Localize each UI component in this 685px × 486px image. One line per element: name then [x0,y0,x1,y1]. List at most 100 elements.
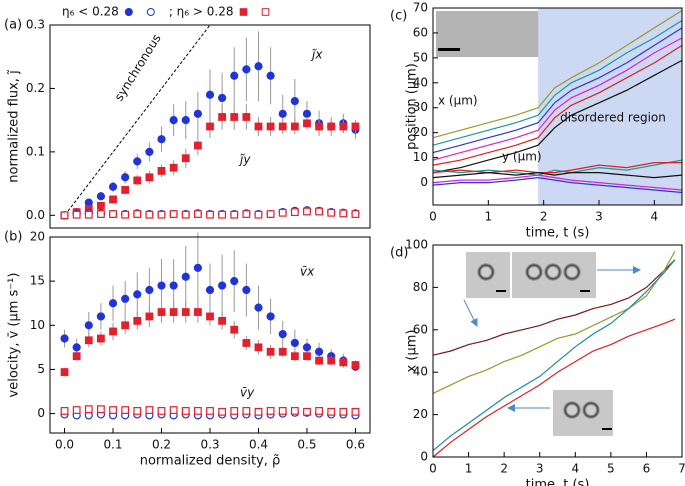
x-tick-label: 0.4 [249,438,268,452]
marker [169,116,178,125]
y-tick-label: 0.3 [26,18,45,32]
x-tick-label: 4 [651,210,659,224]
line [432,19,683,146]
marker [181,210,190,219]
marker [315,356,323,365]
marker [302,343,312,352]
marker [278,109,287,118]
marker [206,210,214,219]
plot-frame [432,7,683,206]
y-tick-label: 0.0 [26,208,45,222]
x-axis-label: time, t (s) [526,226,590,241]
y-tick-label: 60 [413,25,428,39]
x-tick-label: 7 [678,462,685,476]
annotation: synchronous [112,32,164,104]
marker [109,327,117,336]
y-tick-label: 40 [413,365,428,379]
marker [327,122,336,131]
marker [84,405,93,414]
marker [206,122,214,131]
marker [157,308,166,316]
marker [290,208,299,217]
marker [339,407,348,416]
y-tick-label: 20 [30,230,45,244]
x-tick-label: 0.1 [103,438,122,452]
y-tick-label: 0 [37,406,45,420]
marker [278,122,287,131]
marker [242,113,251,121]
legend-marker [239,8,248,16]
marker [108,182,118,191]
panel-label: (b) [4,230,22,245]
line [432,9,683,139]
annotation: v̄x [300,265,315,279]
marker [181,154,190,163]
marker [339,209,348,218]
annotation: j̃x [310,48,323,62]
marker [242,407,251,415]
marker [169,163,178,172]
marker [351,361,360,369]
y-tick-label: 70 [413,1,428,15]
line [432,259,676,452]
marker [169,406,178,414]
marker [97,210,105,218]
marker [145,312,154,321]
marker [266,407,275,415]
marker [327,208,336,217]
annotation: v̄y [240,386,255,400]
line [432,318,676,458]
x-axis-label: time, t (s) [526,478,590,486]
marker [133,316,142,325]
marker [242,210,251,218]
line [432,251,676,394]
x-tick-label: 2 [540,210,548,224]
marker [278,330,287,339]
insets-d [463,252,641,436]
legend-label: ; η₆ > 0.28 [169,5,234,19]
y-tick-label: 10 [30,318,45,332]
legend-marker [261,8,270,16]
marker [97,334,105,343]
marker [60,407,69,415]
x-tick-label: 0.6 [346,438,365,452]
x-tick-label: 0 [429,210,437,224]
marker [157,407,166,415]
marker [157,167,166,175]
y-axis-label: normalized flux, j̃ [7,70,22,183]
marker [290,338,299,348]
marker [72,352,81,361]
marker [133,290,142,299]
marker [121,173,130,182]
annotation: x (μm) [438,94,478,108]
panel-label: (c) [390,9,407,24]
marker [109,195,117,204]
marker [145,285,154,295]
marker [242,339,251,347]
y-tick-label: 60 [413,322,428,336]
line [432,37,683,161]
line [432,174,683,191]
marker [109,406,117,414]
marker [351,210,360,218]
marker [230,277,239,286]
x-tick-label: 0.0 [55,438,74,452]
marker [218,93,227,103]
y-tick-label: 0.2 [26,81,45,95]
plot-frame [49,24,371,229]
marker [133,176,142,185]
marker [72,343,81,352]
marker [230,325,239,334]
marker [266,71,275,80]
line [432,27,683,154]
line [432,176,683,194]
marker [339,122,348,131]
line [432,171,683,179]
line [432,44,683,166]
marker [181,116,190,125]
x-tick-label: 1 [485,210,493,224]
marker [205,90,215,99]
marker [121,321,130,330]
marker [302,109,312,118]
y-tick-label: 40 [413,75,428,89]
